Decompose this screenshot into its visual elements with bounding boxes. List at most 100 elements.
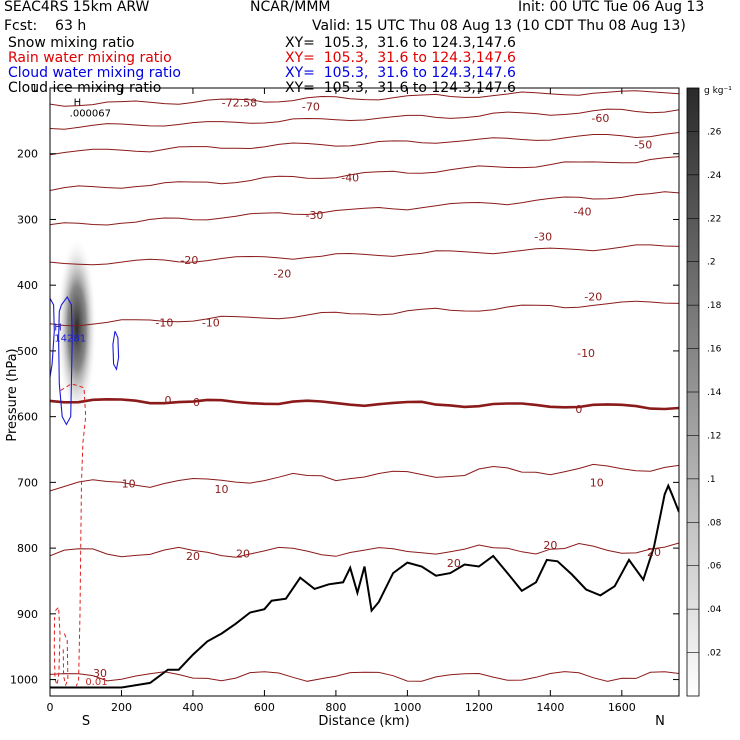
isotherm-label: -70 xyxy=(302,100,320,113)
rain-contour xyxy=(60,383,87,687)
isotherm-label: -40 xyxy=(574,206,592,219)
y-tick-label: 900 xyxy=(17,608,38,621)
x-tick-label: 1600 xyxy=(608,701,636,714)
isotherm-label: 20 xyxy=(447,557,461,570)
isotherm-label: 0 xyxy=(193,396,200,409)
isotherm-label: 20 xyxy=(186,550,200,563)
x-tick-label: 1200 xyxy=(465,701,493,714)
cloud-ice-shading xyxy=(56,239,97,424)
x-tick-label: 1400 xyxy=(536,701,564,714)
isotherm-label: -10 xyxy=(155,317,173,330)
x-tick-label: 800 xyxy=(325,701,346,714)
legend-snow-xy: XY= 105.3, 31.6 to 124.3,147.6 xyxy=(285,35,516,51)
plot-frame xyxy=(49,87,680,697)
isotherm-label: 10 xyxy=(590,476,604,489)
isotherm-label: 20 xyxy=(543,539,557,552)
isotherm-label: -10 xyxy=(577,347,595,360)
isotherm-0 xyxy=(50,397,679,411)
valid-time: Valid: 15 UTC Thu 08 Aug 13 (10 CDT Thu … xyxy=(312,18,686,34)
cloud-ice-field xyxy=(56,239,97,424)
y-top-label: 1 xyxy=(31,82,38,95)
init-time: Init: 00 UTC Tue 06 Aug 13 xyxy=(518,0,705,15)
colorbar-tick-label: .24 xyxy=(707,171,722,181)
colorbar-tick-label: .16 xyxy=(707,345,722,355)
isotherm-10 xyxy=(50,463,679,492)
isotherm-m60 xyxy=(50,108,679,130)
isotherm-label: -72.58 xyxy=(222,96,257,109)
isotherm-label: -10 xyxy=(202,317,220,330)
colorbar-tick-label: .04 xyxy=(707,605,722,615)
x-axis-label: Distance (km) xyxy=(318,714,409,729)
cloud-water-max-value: 14281 xyxy=(54,334,86,345)
terrain-profile xyxy=(50,483,679,689)
isotherm-30 xyxy=(50,671,679,682)
y-tick-label: 500 xyxy=(17,345,38,358)
snow-max-marker: H xyxy=(74,97,82,108)
isotherm-label: -20 xyxy=(273,267,291,280)
legend-rain-label: Rain water mixing ratio xyxy=(8,50,172,66)
legend-rain-xy: XY= 105.3, 31.6 to 124.3,147.6 xyxy=(285,50,516,66)
endpoint-south: S xyxy=(82,714,90,729)
y-axis-label: Pressure (hPa) xyxy=(5,348,20,441)
y-tick-label: 200 xyxy=(17,148,38,161)
endpoint-north: N xyxy=(655,714,665,729)
y-tick-label: 700 xyxy=(17,476,38,489)
isotherm-m50 xyxy=(50,132,679,156)
x-tick-label: 400 xyxy=(182,701,203,714)
isotherm-m20 xyxy=(50,244,679,266)
isotherm-label: -30 xyxy=(534,231,552,244)
isotherm-label: 30 xyxy=(93,667,107,680)
isotherm-m30 xyxy=(50,191,679,226)
isotherm-m70 xyxy=(50,90,679,107)
legend-snow-label: Snow mixing ratio xyxy=(8,35,135,51)
contour-labels: -72.58 -70 -60 -50 -40 -40 -30 -30 -20 -20 -20 -10 -… xyxy=(54,96,661,687)
isotherm-label: -60 xyxy=(591,112,609,125)
colorbar-tick-label: .18 xyxy=(707,301,722,311)
colorbar-ticks: .02 .04 .06 .08 .1 .12 .14 .16 .18 .2 .22 .24 .26 xyxy=(687,127,722,659)
isotherm-label: -40 xyxy=(341,171,359,184)
colorbar-unit: g kg⁻¹ xyxy=(704,86,732,96)
rain-label: 0.01 xyxy=(85,677,107,688)
colorbar-tick-label: .2 xyxy=(707,258,716,268)
x-tick-label: 1000 xyxy=(393,701,421,714)
model-title: SEAC4RS 15km ARW xyxy=(4,0,150,15)
colorbar-tick-label: .14 xyxy=(707,388,722,398)
x-tick-label: 0 xyxy=(47,701,54,714)
cloud-water-contour xyxy=(112,330,120,371)
isotherm-20 xyxy=(50,542,679,558)
isotherm-m10 xyxy=(50,300,679,327)
y-tick-label: 800 xyxy=(17,542,38,555)
rain-water-contours xyxy=(53,383,87,687)
legend-cloud-water-xy: XY= 105.3, 31.6 to 124.3,147.6 xyxy=(285,65,516,81)
isotherm-label: 0 xyxy=(164,394,171,407)
rain-contour xyxy=(62,633,69,687)
isotherm-label: 10 xyxy=(122,478,136,491)
x-tick-label: 200 xyxy=(111,701,132,714)
cloud-water-contour xyxy=(58,295,73,426)
y-tick-label: 600 xyxy=(17,411,38,424)
isotherm-label: -20 xyxy=(180,254,198,267)
colorbar-tick-label: .06 xyxy=(707,562,722,572)
isotherm-m40 xyxy=(50,156,679,191)
colorbar-tick-label: .1 xyxy=(707,475,716,485)
forecast-hour: Fcst: 63 h xyxy=(4,18,87,34)
colorbar-tick-label: .26 xyxy=(707,127,722,137)
colorbar-tick-label: .02 xyxy=(707,649,721,659)
y-tick-label: 300 xyxy=(17,213,38,226)
colorbar-tick-label: .08 xyxy=(707,518,722,528)
isotherm-label: 20 xyxy=(236,547,250,560)
legend-cloud-water-label: Cloud water mixing ratio xyxy=(8,65,181,81)
colorbar-tick-label: .12 xyxy=(707,431,721,441)
rain-contour xyxy=(53,606,61,687)
temperature-contours xyxy=(50,90,679,682)
y-tick-label: 400 xyxy=(17,279,38,292)
x-axis: 0 200 400 600 800 1000 1200 1400 1600 xyxy=(47,88,636,714)
cloud-water-max-marker: H xyxy=(54,323,62,334)
y-tick-label: 1000 xyxy=(10,674,38,687)
isotherm-label: -30 xyxy=(305,209,323,222)
isotherm-label: -20 xyxy=(584,290,602,303)
snow-max-value: .000067 xyxy=(70,108,111,119)
isotherm-label: 0 xyxy=(575,403,582,416)
org-label: NCAR/MMM xyxy=(250,0,331,15)
